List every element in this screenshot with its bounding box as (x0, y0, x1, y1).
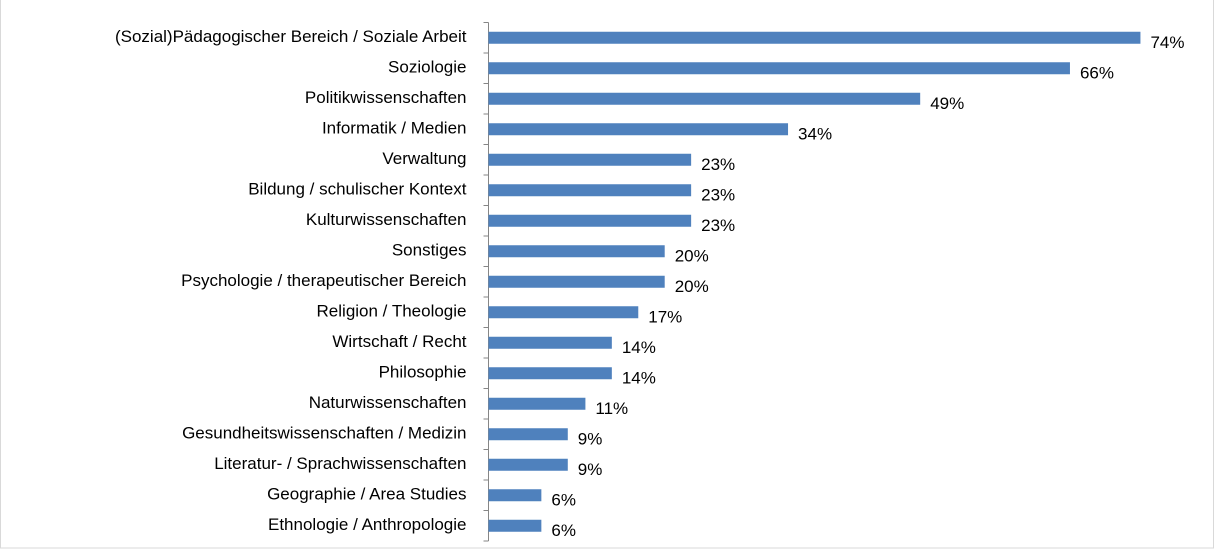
category-label: Literatur- / Sprachwissenschaften (214, 454, 466, 473)
category-label: (Sozial)Pädagogischer Bereich / Soziale … (115, 27, 467, 46)
bar (488, 397, 586, 410)
value-label: 9% (578, 430, 603, 449)
category-label: Naturwissenschaften (309, 393, 467, 412)
category-label: Informatik / Medien (322, 119, 467, 138)
bar (488, 489, 542, 502)
value-label: 14% (622, 369, 656, 388)
category-label: Bildung / schulischer Kontext (248, 180, 467, 199)
value-label: 23% (701, 155, 735, 174)
value-label: 20% (675, 247, 709, 266)
value-label: 14% (622, 338, 656, 357)
value-label: 17% (648, 308, 682, 327)
category-label: Sonstiges (392, 241, 467, 260)
category-label: Religion / Theologie (317, 302, 467, 321)
bar (488, 92, 921, 105)
category-label: Philosophie (379, 363, 467, 382)
category-label: Psychologie / therapeutischer Bereich (181, 271, 466, 290)
bar (488, 367, 612, 380)
bar (488, 428, 568, 441)
bar (488, 123, 789, 136)
value-label: 23% (701, 186, 735, 205)
category-label: Politikwissenschaften (305, 88, 467, 107)
value-label: 49% (930, 94, 964, 113)
value-label: 6% (551, 491, 576, 510)
bar (488, 275, 665, 288)
bar (488, 31, 1141, 44)
value-label: 20% (675, 277, 709, 296)
bar (488, 184, 692, 197)
bar (488, 458, 568, 471)
value-label: 11% (595, 399, 628, 418)
bar (488, 153, 692, 166)
value-label: 23% (701, 216, 735, 235)
category-label: Geographie / Area Studies (267, 485, 466, 504)
category-label: Verwaltung (382, 149, 466, 168)
category-label: Ethnologie / Anthropologie (268, 515, 467, 534)
bar (488, 519, 542, 532)
bar (488, 245, 665, 258)
value-label: 6% (551, 521, 576, 540)
category-label: Soziologie (388, 58, 466, 77)
value-label: 74% (1150, 33, 1184, 52)
bar (488, 306, 639, 319)
category-label: Gesundheitswissenschaften / Medizin (182, 424, 466, 443)
bar (488, 336, 612, 349)
category-label: Wirtschaft / Recht (332, 332, 466, 351)
value-label: 66% (1080, 64, 1114, 83)
bar (488, 62, 1070, 75)
bar (488, 214, 692, 227)
value-label: 9% (578, 460, 603, 479)
value-label: 34% (798, 125, 832, 144)
category-label: Kulturwissenschaften (306, 210, 467, 229)
